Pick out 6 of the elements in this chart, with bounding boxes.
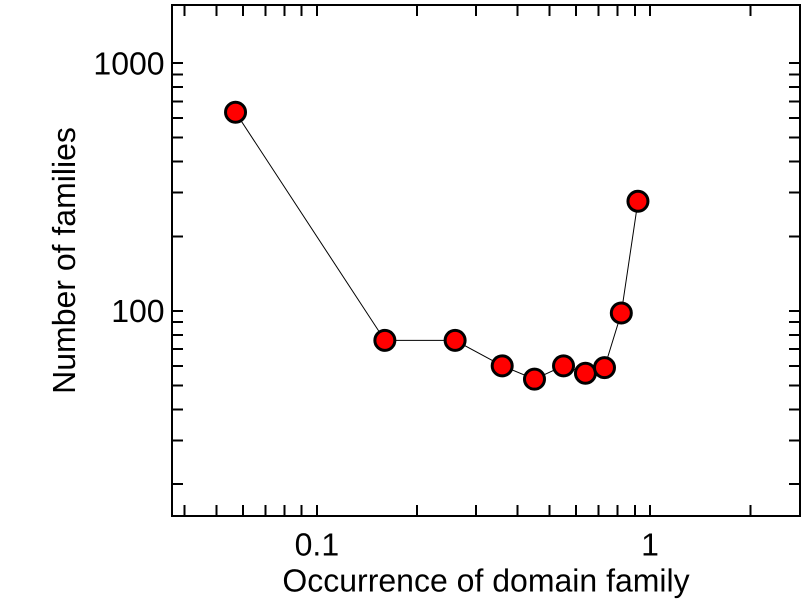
y-tick-label: 1000	[93, 45, 165, 82]
x-tick-label: 1	[641, 526, 659, 562]
y-axis-title: Number of families	[46, 127, 82, 394]
y-tick-label: 100	[111, 293, 165, 330]
x-tick-label: 0.1	[294, 526, 340, 562]
x-axis-title: Occurrence of domain family	[282, 562, 690, 598]
